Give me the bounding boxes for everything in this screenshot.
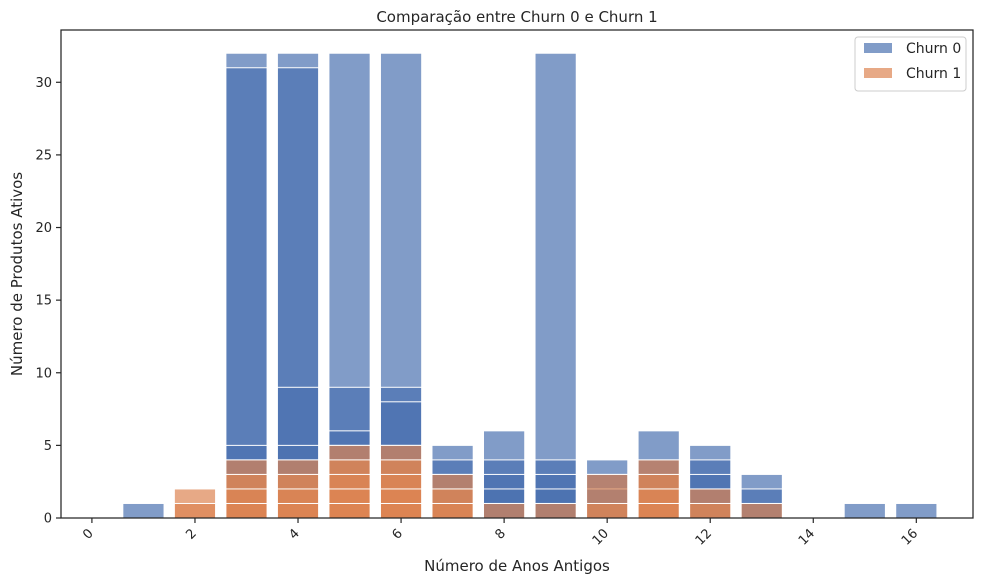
bar	[534, 52, 577, 519]
bar	[483, 502, 526, 519]
y-tick-label: 10	[35, 366, 52, 381]
bar	[534, 502, 577, 519]
plot-area-frame	[60, 29, 974, 519]
bar	[431, 502, 474, 519]
series-1-bars	[173, 444, 783, 519]
bar	[225, 67, 268, 519]
y-tick-label: 0	[44, 512, 52, 527]
chart-title: Comparação entre Churn 0 e Churn 1	[376, 8, 657, 26]
legend-swatch-churn-1	[864, 68, 892, 78]
y-axis-label: Número de Produtos Ativos	[8, 172, 26, 376]
bar	[276, 502, 320, 519]
bar	[328, 502, 371, 519]
bar	[895, 502, 938, 519]
y-axis-ticks: 0 5 10 15 20 25 30	[35, 76, 61, 527]
bar	[225, 502, 268, 519]
y-tick-label: 30	[35, 76, 52, 91]
x-axis-label: Número de Anos Antigos	[424, 557, 610, 575]
y-tick-label: 5	[44, 439, 52, 454]
bar	[740, 502, 783, 519]
y-tick-label: 15	[35, 294, 52, 309]
y-tick-label: 20	[35, 221, 52, 236]
bars-layer	[122, 52, 938, 519]
bar	[379, 502, 423, 519]
bar	[637, 502, 680, 519]
bar	[586, 502, 629, 519]
bar	[843, 502, 886, 519]
bar	[173, 502, 217, 519]
legend-label-churn-0: Churn 0	[906, 41, 961, 57]
legend: Churn 0 Churn 1	[854, 36, 967, 92]
legend-swatch-churn-0	[864, 43, 892, 53]
bar	[689, 502, 732, 519]
y-tick-label: 25	[35, 148, 52, 163]
legend-label-churn-1: Churn 1	[906, 66, 961, 82]
bar	[122, 502, 165, 519]
